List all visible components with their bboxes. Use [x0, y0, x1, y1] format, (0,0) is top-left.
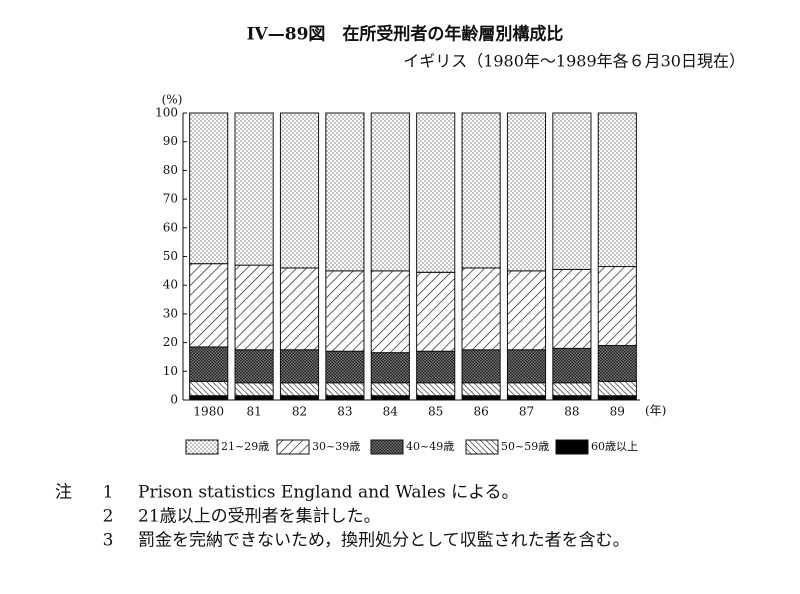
legend-label: 60歳以上 — [591, 440, 638, 453]
bar-segment — [325, 350, 365, 384]
y-tick-label: 60 — [163, 220, 178, 234]
bar-segment — [279, 267, 320, 351]
note-text: 罰金を完納できないため，換刑処分として収監された者を含む。 — [138, 531, 630, 551]
bar-segment — [461, 395, 501, 401]
bar-segment — [325, 270, 365, 352]
bar-segment — [461, 267, 501, 351]
bar-segment — [506, 270, 547, 351]
bar-segment — [506, 112, 547, 272]
bar-segment — [370, 395, 410, 401]
bar-segment — [189, 112, 229, 265]
bar-segment — [189, 346, 229, 382]
legend-label: 40~49歳 — [406, 440, 454, 453]
y-tick-label: 100 — [155, 106, 178, 120]
bar-segment — [416, 382, 456, 397]
x-tick-label: 88 — [564, 405, 579, 419]
bar-segment — [552, 268, 592, 349]
bar-segment — [597, 344, 637, 382]
bar-segment — [370, 352, 410, 384]
bar-segment — [461, 349, 501, 384]
bar-segment — [461, 382, 501, 397]
legend-swatch — [185, 439, 219, 455]
x-tick-label: 87 — [519, 405, 534, 419]
x-tick-label: 89 — [610, 405, 625, 419]
bar-segment — [189, 263, 229, 348]
bar-segment — [416, 350, 456, 384]
note-number: 2 — [103, 507, 114, 527]
bar-segment — [461, 112, 501, 269]
x-tick-label: 85 — [428, 405, 443, 419]
bar-segment — [552, 347, 592, 384]
bar-segment — [597, 112, 637, 268]
bar-segment — [325, 395, 365, 401]
chart-subtitle: イギリス（1980年～1989年各６月30日現在） — [403, 52, 745, 71]
y-tick-label: 20 — [163, 335, 178, 349]
bar-segment — [234, 395, 274, 401]
y-tick-label: 90 — [163, 134, 178, 148]
bar-segment — [325, 382, 365, 397]
note-number: 3 — [103, 531, 114, 551]
bar-segment — [234, 264, 274, 351]
legend-label: 30~39歳 — [312, 440, 360, 453]
bar-segment — [279, 349, 320, 384]
legend-label: 50~59歳 — [501, 440, 549, 453]
bar-segment — [279, 112, 320, 269]
legend-swatch — [370, 439, 404, 455]
bar-segment — [370, 270, 410, 354]
bar-segment — [370, 112, 410, 272]
y-tick-label: 0 — [170, 393, 178, 407]
y-tick-label: 80 — [163, 163, 178, 177]
note-text: Prison statistics England and Wales による。 — [138, 483, 519, 503]
bar-segment — [325, 112, 365, 272]
bar-segment — [552, 395, 592, 401]
bar-segment — [234, 382, 274, 397]
bar-segment — [416, 395, 456, 401]
bar-segment — [552, 382, 592, 397]
bar-segment — [597, 395, 637, 401]
x-tick-label: 83 — [337, 405, 352, 419]
bar-segment — [279, 395, 320, 401]
y-axis-label: (%) — [162, 93, 183, 107]
bar-segment — [416, 112, 456, 273]
x-tick-label: 86 — [473, 405, 488, 419]
y-tick-label: 70 — [163, 192, 178, 206]
bar-segment — [234, 112, 274, 266]
bar-segment — [370, 382, 410, 397]
legend-swatch — [465, 439, 499, 455]
bar-segment — [552, 112, 592, 270]
note-number: 1 — [103, 483, 114, 503]
x-tick-label: 82 — [292, 405, 307, 419]
bar-segment — [506, 382, 547, 397]
y-tick-label: 50 — [163, 249, 178, 263]
chart-title: IV—89図 在所受刑者の年齢層別構成比 — [247, 24, 564, 45]
bar-segment — [506, 395, 547, 401]
bar-segment — [279, 382, 320, 397]
bar-segment — [506, 349, 547, 384]
x-tick-label: 1980 — [193, 405, 224, 419]
bar-segment — [597, 380, 637, 397]
notes-label: 注 — [55, 483, 72, 503]
legend-swatch — [555, 439, 589, 455]
legend-swatch — [276, 439, 310, 455]
bar-segment — [234, 349, 274, 384]
x-tick-label: 84 — [383, 405, 399, 419]
bar-segment — [597, 266, 637, 346]
bar-segment — [189, 380, 229, 397]
y-tick-label: 10 — [163, 364, 178, 378]
x-axis-label: (年) — [645, 404, 666, 418]
bar-segment — [189, 395, 229, 401]
y-tick-label: 40 — [163, 278, 178, 292]
bar-segment — [416, 271, 456, 352]
legend-label: 21~29歳 — [221, 440, 269, 453]
x-tick-label: 81 — [246, 405, 261, 419]
y-tick-label: 30 — [163, 306, 178, 320]
note-text: 21歳以上の受刑者を集計した。 — [138, 507, 381, 527]
